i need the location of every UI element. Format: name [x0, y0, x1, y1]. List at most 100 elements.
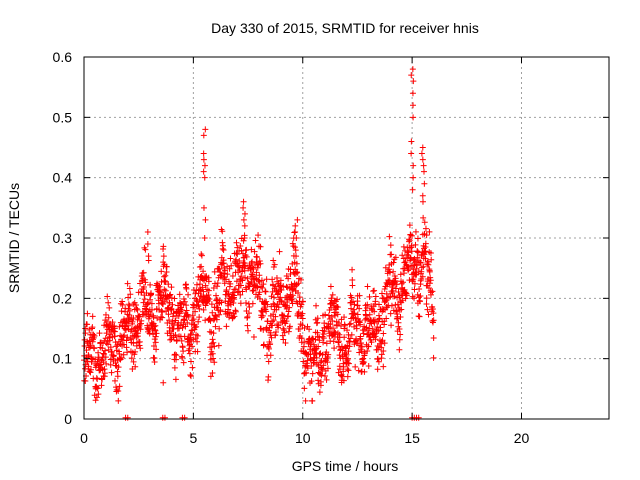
data-point: [241, 235, 248, 241]
data-point: [144, 241, 151, 248]
data-point: [394, 315, 401, 322]
data-point: [196, 314, 203, 321]
data-point: [220, 247, 227, 254]
data-point: [271, 261, 278, 268]
data-point: [360, 355, 367, 362]
data-point: [190, 316, 197, 323]
data-point: [269, 322, 276, 329]
data-point: [413, 271, 420, 278]
data-point: [408, 72, 415, 79]
data-point: [158, 299, 165, 306]
data-point: [388, 251, 395, 258]
data-point: [278, 297, 285, 304]
data-point: [102, 311, 109, 318]
data-point: [218, 299, 225, 306]
data-point: [187, 371, 194, 378]
data-point: [118, 308, 125, 315]
data-point: [331, 345, 338, 352]
data-point: [396, 336, 403, 343]
data-point: [353, 325, 360, 332]
data-point: [331, 312, 338, 319]
data-point: [421, 219, 428, 226]
data-point: [91, 345, 98, 352]
data-point: [212, 313, 219, 320]
data-point: [349, 266, 356, 273]
data-point: [205, 292, 212, 299]
data-point: [195, 301, 202, 308]
data-point: [158, 268, 165, 275]
data-point: [376, 301, 383, 308]
data-point: [85, 363, 92, 370]
data-point: [347, 335, 354, 342]
data-point: [94, 385, 101, 392]
data-point: [223, 323, 230, 330]
data-point: [93, 394, 100, 401]
data-point: [116, 323, 123, 330]
data-point: [229, 314, 236, 321]
data-point: [259, 284, 266, 291]
data-point: [82, 330, 89, 337]
data-point: [145, 253, 152, 260]
data-point: [274, 321, 281, 328]
data-point: [147, 281, 154, 288]
data-point: [357, 333, 364, 340]
data-point: [132, 348, 139, 355]
data-point: [134, 333, 141, 340]
data-point: [329, 317, 336, 324]
data-point: [200, 204, 207, 211]
data-point: [106, 304, 113, 311]
data-point: [293, 253, 300, 260]
data-point: [393, 281, 400, 288]
data-point: [165, 311, 172, 318]
data-point: [132, 363, 139, 370]
data-point: [410, 174, 417, 181]
y-tick-label: 0.6: [53, 49, 73, 65]
data-point: [254, 261, 261, 268]
data-point: [99, 376, 106, 383]
data-point: [245, 310, 252, 317]
data-point: [153, 330, 160, 337]
data-point: [357, 321, 364, 328]
data-point: [324, 365, 331, 372]
data-point: [148, 290, 155, 297]
data-point: [345, 348, 352, 355]
data-point: [344, 366, 351, 373]
data-point: [429, 288, 436, 295]
data-point: [386, 269, 393, 276]
data-point: [237, 243, 244, 250]
data-point: [338, 343, 345, 350]
data-point: [409, 90, 416, 97]
data-point: [209, 309, 216, 316]
data-point: [183, 285, 190, 292]
data-point: [422, 225, 429, 232]
data-point: [217, 307, 224, 314]
data-point: [345, 367, 352, 374]
data-point: [220, 270, 227, 277]
data-point: [184, 319, 191, 326]
data-point: [239, 277, 246, 284]
data-point: [356, 292, 363, 299]
data-point: [248, 246, 255, 253]
data-point: [92, 397, 99, 404]
data-point: [309, 335, 316, 342]
data-point: [137, 326, 144, 333]
data-point: [260, 281, 267, 288]
data-point: [108, 369, 115, 376]
data-point: [202, 282, 209, 289]
data-point: [180, 359, 187, 366]
data-point: [322, 373, 329, 380]
data-point: [405, 249, 412, 256]
data-point: [264, 301, 271, 308]
data-point: [361, 349, 368, 356]
data-point: [101, 351, 108, 358]
data-point: [252, 275, 259, 282]
data-point: [297, 276, 304, 283]
data-point: [133, 301, 140, 308]
data-point: [343, 351, 350, 358]
data-point: [344, 327, 351, 334]
data-point: [122, 305, 129, 312]
data-point: [316, 389, 323, 396]
data-point: [366, 311, 373, 318]
data-point: [257, 243, 264, 250]
